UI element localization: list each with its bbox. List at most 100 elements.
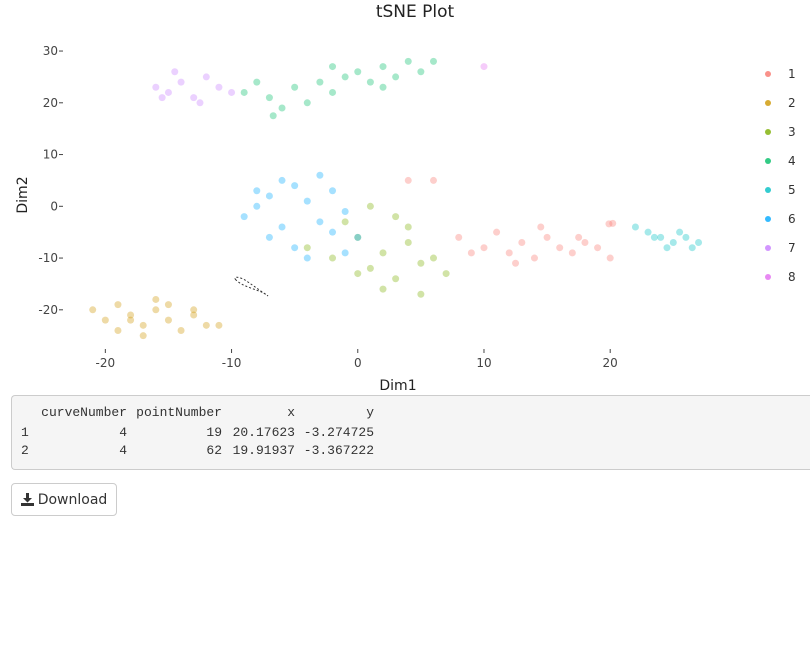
table-cell: -3.367222 xyxy=(303,443,374,458)
point xyxy=(568,249,576,257)
point xyxy=(291,83,299,91)
point xyxy=(512,259,520,267)
point xyxy=(303,99,311,107)
point xyxy=(379,83,387,91)
legend-marker xyxy=(765,71,771,77)
point xyxy=(404,176,412,184)
column-header: x xyxy=(287,405,295,420)
point xyxy=(341,249,349,257)
point xyxy=(190,94,198,102)
point xyxy=(215,321,223,329)
point xyxy=(341,207,349,215)
point xyxy=(139,332,147,340)
point xyxy=(114,327,122,335)
legend-marker xyxy=(765,274,771,280)
point xyxy=(354,68,362,76)
point xyxy=(404,223,412,231)
point xyxy=(329,254,337,262)
row-index: 1 xyxy=(21,425,29,440)
y-tick-label: -20 xyxy=(38,303,58,317)
point xyxy=(202,73,210,81)
point xyxy=(228,88,236,96)
x-tick-label: 10 xyxy=(476,356,491,370)
point xyxy=(139,321,147,329)
y-tick-label: 0 xyxy=(50,199,58,213)
point xyxy=(190,306,198,314)
point xyxy=(366,202,374,210)
column-header: y xyxy=(366,405,374,420)
point xyxy=(417,290,425,298)
point xyxy=(480,244,488,252)
table-cell: -3.274725 xyxy=(303,425,374,440)
point xyxy=(316,218,324,226)
point xyxy=(404,57,412,65)
chart-title: tSNE Plot xyxy=(376,2,455,22)
table-cell: 19.91937 xyxy=(232,443,295,458)
point xyxy=(442,270,450,278)
table-cell: 4 xyxy=(119,425,127,440)
point xyxy=(253,187,261,195)
table-cell: 19 xyxy=(206,425,222,440)
legend-label: 3 xyxy=(788,125,796,139)
point xyxy=(127,316,135,324)
point xyxy=(329,187,337,195)
point xyxy=(341,218,349,226)
point xyxy=(605,220,613,228)
point xyxy=(429,176,437,184)
legend-marker xyxy=(765,100,771,106)
point xyxy=(609,219,617,227)
point xyxy=(417,68,425,76)
point xyxy=(594,244,602,252)
table-cell: 4 xyxy=(119,443,127,458)
point xyxy=(392,275,400,283)
point xyxy=(392,73,400,81)
point xyxy=(164,88,172,96)
y-tick-label: -10 xyxy=(38,251,58,265)
y-tick-label: 30 xyxy=(43,44,58,58)
point xyxy=(101,316,109,324)
point xyxy=(278,223,286,231)
point xyxy=(303,254,311,262)
point xyxy=(127,311,135,319)
legend-label: 7 xyxy=(788,241,796,255)
point xyxy=(354,233,362,241)
point xyxy=(171,68,179,76)
point xyxy=(316,171,324,179)
legend-marker xyxy=(765,129,771,135)
point xyxy=(354,270,362,278)
point xyxy=(291,244,299,252)
point xyxy=(265,192,273,200)
selection-output: curveNumber pointNumber x y 1 4 19 20.17623 -3.2… xyxy=(11,395,810,470)
legend-marker xyxy=(765,187,771,193)
point xyxy=(215,83,223,91)
x-tick-label: -20 xyxy=(96,356,116,370)
y-axis-label: Dim2 xyxy=(15,176,31,213)
point xyxy=(493,228,501,236)
point xyxy=(366,264,374,272)
point xyxy=(657,233,665,241)
point xyxy=(152,83,160,91)
point xyxy=(606,254,614,262)
download-icon xyxy=(20,493,34,506)
point xyxy=(581,239,589,247)
point xyxy=(177,78,185,86)
point xyxy=(505,249,513,257)
legend-label: 6 xyxy=(788,212,796,226)
point xyxy=(379,249,387,257)
point xyxy=(253,78,261,86)
point xyxy=(89,306,97,314)
download-button[interactable]: Download xyxy=(11,483,117,516)
point xyxy=(530,254,538,262)
point xyxy=(329,228,337,236)
point xyxy=(455,233,463,241)
legend-label: 8 xyxy=(788,270,796,284)
point xyxy=(269,112,277,120)
point xyxy=(695,239,703,247)
x-tick-label: 20 xyxy=(603,356,618,370)
point xyxy=(240,88,248,96)
legend-label: 5 xyxy=(788,183,796,197)
point xyxy=(682,233,690,241)
point xyxy=(379,285,387,293)
legend-marker xyxy=(765,216,771,222)
point xyxy=(392,213,400,221)
